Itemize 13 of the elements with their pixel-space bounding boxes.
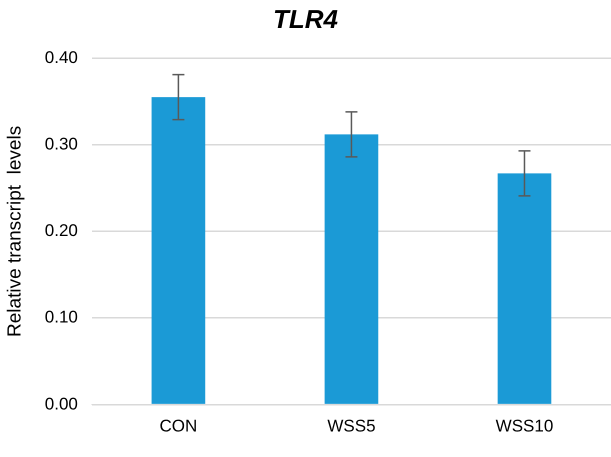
chart-title: TLR4: [273, 4, 339, 34]
y-tick-label: 0.20: [44, 221, 78, 240]
bar: [324, 134, 378, 404]
x-tick-label: CON: [160, 416, 198, 436]
y-tick-label: 0.10: [44, 308, 78, 327]
y-tick-label: 0.30: [44, 134, 78, 154]
bar: [498, 173, 552, 404]
bar: [152, 97, 206, 404]
y-tick-label: 0.40: [44, 48, 78, 67]
y-tick-label: 0.00: [44, 394, 78, 414]
x-tick-label: WSS5: [327, 416, 376, 436]
y-axis-title: Relative transcript levels: [4, 126, 26, 337]
x-tick-label: WSS10: [496, 416, 554, 436]
